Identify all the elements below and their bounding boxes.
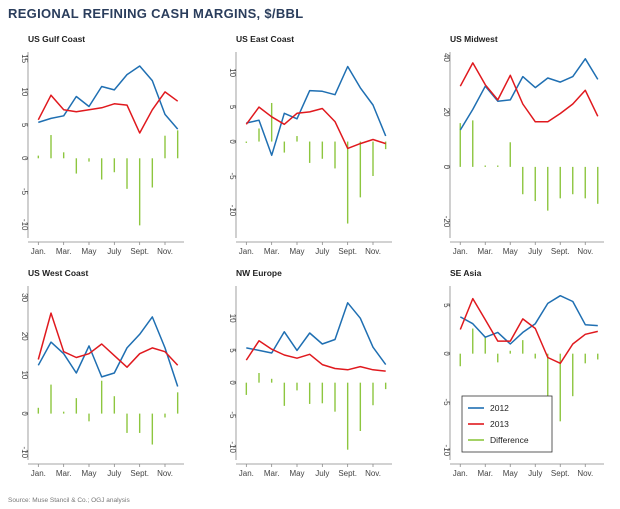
x-tick-label: Mar.	[477, 469, 493, 478]
y-tick-label: -10	[228, 205, 237, 217]
y-tick-label: 0	[442, 351, 451, 356]
x-tick-label: Sept.	[130, 469, 149, 478]
y-tick-label: 5	[228, 348, 237, 353]
x-tick-label: Nov.	[365, 247, 381, 256]
x-tick-label: July	[528, 469, 542, 478]
x-tick-label: May	[503, 469, 518, 478]
chart-title: REGIONAL REFINING CASH MARGINS, $/BBL	[8, 6, 304, 21]
series-line-2012	[246, 65, 387, 157]
x-tick-label: July	[315, 469, 329, 478]
x-tick-label: Mar.	[264, 247, 280, 256]
y-tick-label: 30	[20, 293, 29, 302]
y-tick-label: -20	[442, 216, 451, 228]
x-tick-label: July	[107, 469, 121, 478]
panel-nw-europe: NW Europe -10 -5 0 5 10 Jan. Mar. May July Sept. No…	[228, 268, 392, 478]
series-line-2013	[37, 312, 179, 368]
y-tick-label: 0	[442, 165, 451, 170]
x-tick-label: May	[289, 247, 304, 256]
x-tick-label: July	[315, 247, 329, 256]
x-tick-label: Nov.	[577, 469, 593, 478]
y-tick-label: 5	[228, 105, 237, 110]
x-tick-label: Mar.	[264, 469, 280, 478]
x-tick-label: May	[81, 247, 96, 256]
series-line-2012	[246, 302, 387, 366]
source-note: Source: Muse Stancil & Co.; OGJ analysis	[8, 497, 130, 504]
x-tick-label: Nov.	[157, 247, 173, 256]
y-tick-label: -10	[20, 446, 29, 458]
y-tick-label: 20	[442, 108, 451, 117]
legend-label: 2012	[490, 403, 509, 413]
y-tick-label: -10	[228, 441, 237, 453]
x-tick-label: Jan.	[239, 247, 254, 256]
panel-us-west-coast: US West Coast -10 0 10 20 30 Jan. Mar. May July Se…	[20, 268, 184, 478]
x-tick-label: Jan.	[453, 247, 468, 256]
x-tick-label: May	[289, 469, 304, 478]
series-line-2013	[459, 297, 598, 365]
y-tick-label: 15	[20, 54, 29, 63]
y-tick-label: 20	[20, 332, 29, 341]
series-line-2012	[459, 294, 598, 345]
panel-title: US Gulf Coast	[28, 34, 85, 44]
y-tick-label: 0	[20, 411, 29, 416]
panel-title: US East Coast	[236, 34, 294, 44]
x-tick-label: Jan.	[239, 469, 254, 478]
x-tick-label: May	[503, 247, 518, 256]
y-tick-label: 5	[442, 303, 451, 308]
y-tick-label: -5	[228, 172, 237, 180]
series-line-2013	[245, 106, 386, 150]
x-tick-label: Sept.	[338, 469, 357, 478]
y-tick-label: 40	[442, 53, 451, 62]
x-tick-label: Nov.	[365, 469, 381, 478]
series-line-2013	[459, 62, 599, 123]
series-line-2013	[37, 91, 179, 134]
legend-label: 2013	[490, 419, 509, 429]
y-tick-label: 10	[228, 68, 237, 77]
y-tick-label: -5	[442, 398, 451, 406]
x-tick-label: May	[81, 469, 96, 478]
panel-se-asia: SE Asia -10 -5 0 5 Jan. Mar. May July Sept. Nov. 20…	[442, 268, 604, 478]
y-tick-label: -10	[442, 445, 451, 457]
y-tick-label: 10	[20, 87, 29, 96]
x-tick-label: July	[107, 247, 121, 256]
y-tick-label: -10	[20, 219, 29, 231]
x-tick-label: Sept.	[338, 247, 357, 256]
series-line-2012	[37, 316, 179, 387]
x-tick-label: Sept.	[130, 247, 149, 256]
x-tick-label: Jan.	[453, 469, 468, 478]
x-tick-label: Mar.	[56, 469, 72, 478]
y-tick-label: 0	[20, 156, 29, 161]
panel-title: US Midwest	[450, 34, 498, 44]
series-line-2012	[38, 65, 179, 130]
x-tick-label: Mar.	[477, 247, 493, 256]
y-tick-label: -5	[228, 411, 237, 419]
x-tick-label: Nov.	[577, 247, 593, 256]
x-tick-label: Sept.	[551, 247, 570, 256]
x-tick-label: Mar.	[56, 247, 72, 256]
x-tick-label: Nov.	[157, 469, 173, 478]
y-tick-label: 5	[20, 123, 29, 128]
y-tick-label: 0	[228, 139, 237, 144]
y-tick-label: -5	[20, 188, 29, 196]
x-tick-label: Jan.	[31, 247, 46, 256]
panel-title: NW Europe	[236, 268, 282, 278]
series-line-2013	[245, 340, 386, 372]
y-tick-label: 10	[20, 370, 29, 379]
x-tick-label: July	[528, 247, 542, 256]
y-tick-label: 10	[228, 314, 237, 323]
legend-label: Difference	[490, 435, 529, 445]
legend: 2012 2013 Difference	[461, 395, 553, 453]
panel-title: SE Asia	[450, 268, 482, 278]
y-tick-label: 0	[228, 380, 237, 385]
panel-us-east-coast: US East Coast -10 -5 0 5 10 Jan. Mar. May July Sep…	[228, 34, 392, 256]
panel-title: US West Coast	[28, 268, 88, 278]
x-tick-label: Sept.	[551, 469, 570, 478]
panel-us-gulf-coast: US Gulf Coast -10 -5 0 5 10 15 Jan. Mar. May July S…	[20, 34, 184, 256]
series-line-2012	[459, 58, 599, 131]
x-tick-label: Jan.	[31, 469, 46, 478]
panel-us-midwest: US Midwest -20 0 20 40 Jan. Mar. May July Sept. No…	[442, 34, 604, 256]
